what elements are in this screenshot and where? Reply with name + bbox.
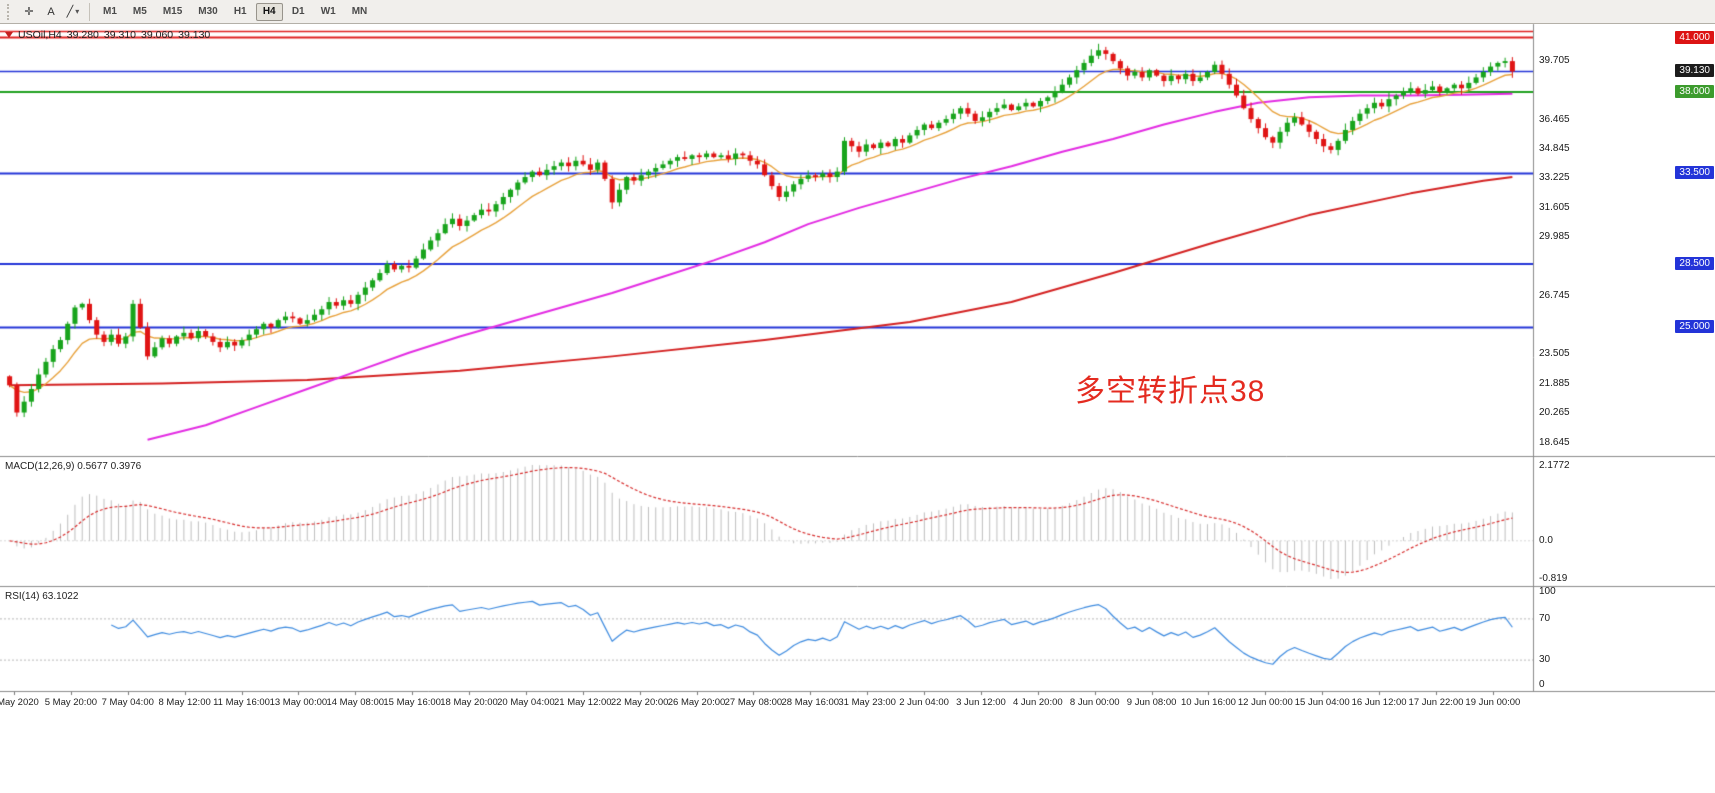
toolbar-separator <box>89 2 90 21</box>
time-axis-label: 28 May 16:00 <box>781 697 840 708</box>
rsi-header: RSI(14) 63.1022 <box>5 591 79 602</box>
time-axis-label: 9 Jun 08:00 <box>1126 697 1177 708</box>
time-axis-label: 8 Jun 00:00 <box>1069 697 1120 708</box>
rsi-axis-100: 100 <box>1539 586 1556 597</box>
timeframe-d1[interactable]: D1 <box>285 3 312 21</box>
timeframe-m30[interactable]: M30 <box>191 3 224 21</box>
time-axis-label: 3 Jun 12:00 <box>956 697 1006 708</box>
time-axis-label: 15 Jun 04:00 <box>1294 697 1350 708</box>
timeframe-m5[interactable]: M5 <box>126 3 154 21</box>
price-axis-badge: 33.500 <box>1675 166 1714 180</box>
time-axis-label: 19 Jun 00:00 <box>1465 697 1521 708</box>
symbol-ohlc-header: USOil,H4 39.280 39.310 39.060 39.130 <box>5 29 210 41</box>
price-axis-tick: 33.225 <box>1539 172 1570 184</box>
price-axis-tick: 36.465 <box>1539 113 1570 125</box>
time-axis-label: 16 Jun 12:00 <box>1351 697 1407 708</box>
time-axis-label: 14 May 08:00 <box>326 697 385 708</box>
ohlc-high: 39.310 <box>103 29 137 41</box>
time-axis-label: 21 May 12:00 <box>554 697 612 708</box>
rsi-axis-30: 30 <box>1539 654 1551 666</box>
price-axis-tick: 18.645 <box>1539 436 1570 448</box>
macd-header: MACD(12,26,9) 0.5677 0.3976 <box>5 461 142 472</box>
time-axis-label: 17 Jun 22:00 <box>1408 697 1464 708</box>
timeframe-mn[interactable]: MN <box>345 3 375 21</box>
time-axis-label: 5 May 20:00 <box>44 697 98 708</box>
price-axis-tick: 20.265 <box>1539 407 1570 419</box>
price-axis-badge: 39.130 <box>1675 64 1714 78</box>
time-axis-label: 7 May 04:00 <box>101 697 154 708</box>
time-axis-label: 11 May 16:00 <box>213 697 270 708</box>
timeframe-w1[interactable]: W1 <box>314 3 343 21</box>
price-axis-badge: 28.500 <box>1675 257 1714 270</box>
trendline-icon: ╱ <box>66 6 74 18</box>
crosshair-tool-button[interactable]: ✛ <box>18 2 40 22</box>
price-axis-badge: 41.000 <box>1675 30 1714 44</box>
toolbar-grip <box>7 3 14 20</box>
price-axis-tick: 21.885 <box>1539 377 1570 389</box>
toolbar: ✛ A ╱ ▾ M1 M5 M15 M30 H1 H4 D1 W1 MN <box>0 0 1715 24</box>
rsi-axis-0: 0 <box>1539 679 1545 690</box>
rsi-axis-70: 70 <box>1539 612 1551 624</box>
time-axis-label: 8 May 12:00 <box>158 697 211 708</box>
time-axis-label: 26 May 20:00 <box>667 697 726 708</box>
ohlc-low: 39.060 <box>141 29 174 41</box>
time-axis-label: 22 May 20:00 <box>610 697 669 708</box>
time-axis-label: 10 Jun 16:00 <box>1181 697 1236 708</box>
timeframe-h4[interactable]: H4 <box>255 2 283 21</box>
time-axis-label: 2 Jun 04:00 <box>899 697 949 708</box>
time-axis-label: 12 Jun 00:00 <box>1237 697 1293 708</box>
ohlc-close: 39.130 <box>178 29 211 41</box>
price-axis-tick: 39.705 <box>1539 55 1570 67</box>
symbol-marker-icon <box>5 32 13 38</box>
price-axis-badge: 38.000 <box>1675 84 1714 98</box>
price-axis-tick: 29.985 <box>1539 231 1570 243</box>
timeframe-h1[interactable]: H1 <box>227 3 254 21</box>
price-axis-tick: 34.845 <box>1539 143 1570 155</box>
chevron-down-icon: ▾ <box>75 7 80 16</box>
time-axis-label: 31 May 23:00 <box>838 697 896 708</box>
time-axis-label: 15 May 16:00 <box>383 697 441 708</box>
macd-axis-zero: 0.0 <box>1539 534 1553 546</box>
time-axis-label: 18 May 20:00 <box>440 697 498 708</box>
time-axis-label: 4 Jun 20:00 <box>1013 697 1063 708</box>
draw-tool-button[interactable]: ╱ ▾ <box>62 2 84 22</box>
time-axis-label: 27 May 08:00 <box>724 697 783 708</box>
timeframe-m15[interactable]: M15 <box>156 3 189 21</box>
symbol-name: USOil,H4 <box>18 29 62 41</box>
ohlc-open: 39.280 <box>66 29 99 41</box>
price-axis-tick: 26.745 <box>1539 289 1570 301</box>
price-axis-tick: 23.505 <box>1539 348 1570 360</box>
price-axis-badge: 25.000 <box>1675 320 1714 334</box>
macd-axis-max: 2.1772 <box>1539 460 1570 471</box>
timeframe-m1[interactable]: M1 <box>96 3 124 21</box>
chart-annotation: 多空转折点38 <box>1075 375 1266 408</box>
text-tool-button[interactable]: A <box>40 2 62 22</box>
price-axis-tick: 31.605 <box>1539 201 1570 213</box>
time-axis-label: 20 May 04:00 <box>497 697 555 708</box>
time-axis-label: 5 May 2020 <box>0 697 39 708</box>
time-axis-label: 13 May 00:00 <box>269 697 328 708</box>
macd-axis-min: -0.819 <box>1539 573 1568 584</box>
